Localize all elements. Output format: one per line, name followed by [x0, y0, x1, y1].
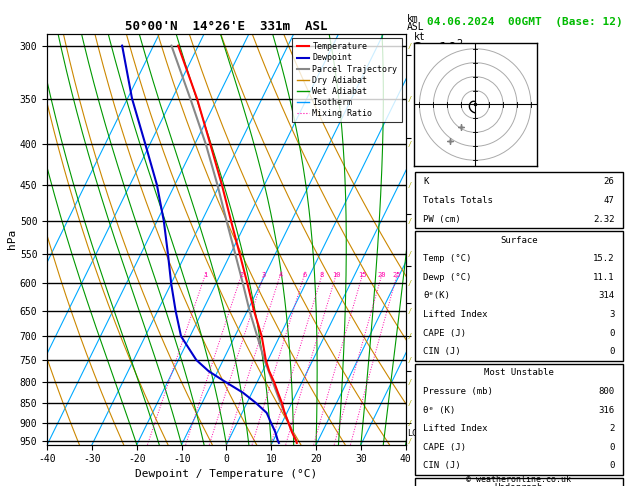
Text: K: K — [423, 177, 429, 186]
Text: Dewp (°C): Dewp (°C) — [423, 273, 472, 282]
Text: 0: 0 — [609, 347, 615, 356]
Text: 04.06.2024  00GMT  (Base: 12): 04.06.2024 00GMT (Base: 12) — [427, 17, 623, 27]
Text: 26: 26 — [604, 177, 615, 186]
Text: /: / — [408, 218, 411, 224]
Text: /: / — [408, 379, 411, 385]
Text: /: / — [408, 400, 411, 406]
Text: /: / — [408, 357, 411, 363]
Text: Temp (°C): Temp (°C) — [423, 254, 472, 263]
Text: LCL: LCL — [407, 429, 422, 438]
Text: /: / — [408, 438, 411, 444]
Text: CIN (J): CIN (J) — [423, 462, 461, 470]
Text: ASL: ASL — [407, 21, 425, 32]
Text: /: / — [408, 419, 411, 426]
Text: 8: 8 — [320, 272, 324, 278]
Text: 2: 2 — [609, 424, 615, 433]
Text: 2: 2 — [240, 272, 243, 278]
Text: /: / — [408, 43, 411, 49]
Y-axis label: hPa: hPa — [7, 229, 17, 249]
Text: 1: 1 — [203, 272, 208, 278]
Text: © weatheronline.co.uk: © weatheronline.co.uk — [467, 474, 571, 484]
Text: Lifted Index: Lifted Index — [423, 310, 488, 319]
Text: 10: 10 — [332, 272, 340, 278]
Text: Hodograph: Hodograph — [495, 483, 543, 486]
Text: 47: 47 — [604, 196, 615, 205]
Legend: Temperature, Dewpoint, Parcel Trajectory, Dry Adiabat, Wet Adiabat, Isotherm, Mi: Temperature, Dewpoint, Parcel Trajectory… — [292, 38, 401, 122]
Text: 800: 800 — [598, 387, 615, 396]
Text: CAPE (J): CAPE (J) — [423, 329, 467, 338]
Text: km: km — [407, 14, 419, 24]
Text: PW (cm): PW (cm) — [423, 214, 461, 224]
Text: 20: 20 — [377, 272, 386, 278]
Text: /: / — [408, 251, 411, 257]
Text: Surface: Surface — [500, 236, 538, 244]
Text: 11.1: 11.1 — [593, 273, 615, 282]
Text: /: / — [408, 141, 411, 147]
Text: 15.2: 15.2 — [593, 254, 615, 263]
Text: /: / — [408, 333, 411, 339]
Text: 0: 0 — [609, 329, 615, 338]
Text: 3: 3 — [262, 272, 266, 278]
Text: /: / — [408, 280, 411, 286]
X-axis label: Dewpoint / Temperature (°C): Dewpoint / Temperature (°C) — [135, 469, 318, 479]
Title: 50°00'N  14°26'E  331m  ASL: 50°00'N 14°26'E 331m ASL — [125, 20, 328, 33]
Text: 2.32: 2.32 — [593, 214, 615, 224]
Text: /: / — [408, 308, 411, 314]
Text: θᵉ(K): θᵉ(K) — [423, 292, 450, 300]
Text: Totals Totals: Totals Totals — [423, 196, 493, 205]
Text: Lifted Index: Lifted Index — [423, 424, 488, 433]
Text: kt: kt — [414, 33, 426, 42]
Text: 15: 15 — [359, 272, 367, 278]
Text: 0: 0 — [609, 462, 615, 470]
Text: 6: 6 — [303, 272, 306, 278]
Text: θᵉ (K): θᵉ (K) — [423, 406, 455, 415]
Text: /: / — [408, 96, 411, 102]
Text: CIN (J): CIN (J) — [423, 347, 461, 356]
Text: CAPE (J): CAPE (J) — [423, 443, 467, 452]
Text: Pressure (mb): Pressure (mb) — [423, 387, 493, 396]
Text: 316: 316 — [598, 406, 615, 415]
Text: Most Unstable: Most Unstable — [484, 368, 554, 377]
Text: 0: 0 — [609, 443, 615, 452]
Text: 25: 25 — [393, 272, 401, 278]
Text: /: / — [408, 182, 411, 188]
Text: 4: 4 — [278, 272, 282, 278]
Text: 314: 314 — [598, 292, 615, 300]
Text: 3: 3 — [609, 310, 615, 319]
